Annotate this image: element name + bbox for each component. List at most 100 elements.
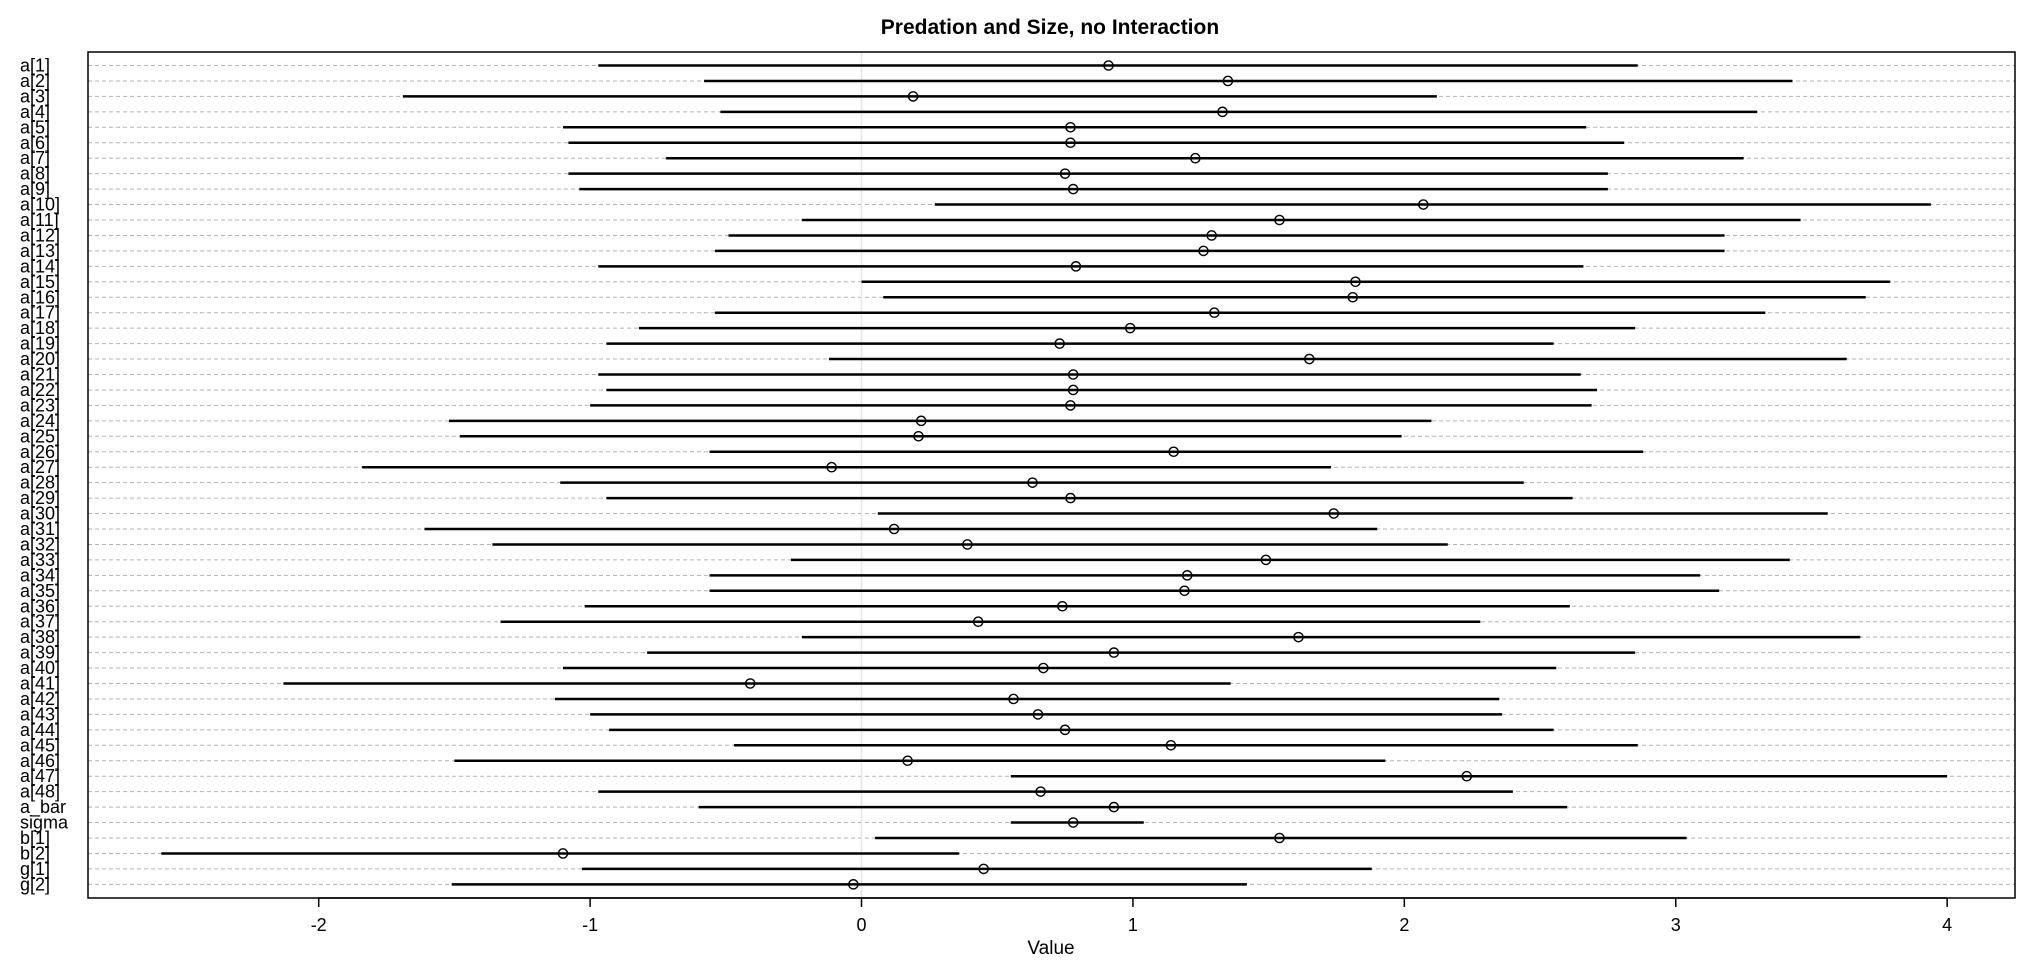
mean-point	[1059, 168, 1071, 179]
mean-point	[1059, 724, 1071, 736]
mean-point	[1209, 307, 1220, 319]
parameter-label: a[7]	[20, 148, 50, 168]
parameter-label: a[37]	[20, 612, 60, 632]
mean-point	[1179, 585, 1190, 597]
parameter-label: a[26]	[20, 442, 60, 462]
mean-point	[1067, 183, 1079, 195]
parameter-label: a[34]	[20, 565, 60, 585]
chart-title: Predation and Size, no Interaction	[881, 16, 1219, 39]
mean-point	[1206, 230, 1217, 241]
parameter-label: a[40]	[20, 658, 60, 678]
parameter-label: a[5]	[20, 117, 50, 137]
parameter-label: a[43]	[20, 704, 60, 724]
parameter-label: a[2]	[20, 71, 50, 91]
mean-point	[915, 415, 927, 427]
parameter-label: a[39]	[20, 643, 60, 663]
parameter-label: a[45]	[20, 735, 60, 755]
mean-point	[1067, 384, 1079, 396]
parameter-label: a[16]	[20, 287, 60, 307]
parameter-label: a[17]	[20, 303, 60, 323]
mean-point	[1065, 492, 1076, 504]
mean-point	[1347, 291, 1359, 303]
parameter-label: a[48]	[20, 782, 60, 802]
mean-point	[1168, 446, 1179, 458]
mean-point	[1065, 122, 1076, 133]
parameter-label: b[1]	[20, 828, 50, 848]
parameter-label: g[2]	[20, 874, 50, 894]
parameter-label: a[20]	[20, 349, 60, 369]
parameter-label: a[47]	[20, 766, 60, 786]
mean-point	[1222, 75, 1234, 87]
parameter-label: a[46]	[20, 751, 60, 771]
mean-point	[1304, 353, 1315, 365]
parameter-label: a[22]	[20, 380, 60, 400]
parameter-label: a[19]	[20, 334, 60, 354]
mean-point	[1328, 508, 1340, 519]
mean-point	[1057, 600, 1068, 612]
parameter-label: a[32]	[20, 534, 60, 554]
mean-point	[1065, 400, 1076, 411]
mean-point	[1190, 152, 1201, 164]
parameter-label: a[36]	[20, 596, 60, 616]
mean-point	[744, 678, 756, 689]
plot-frame	[87, 51, 2016, 899]
parameter-label: a[28]	[20, 473, 60, 493]
mean-point	[1418, 199, 1429, 210]
parameter-label: a[44]	[20, 720, 60, 740]
parameter-label: a[9]	[20, 179, 50, 199]
x-tick-label: 2	[1399, 915, 1409, 935]
parameter-label: a[18]	[20, 318, 60, 338]
mean-point	[1165, 740, 1177, 751]
mean-point	[1198, 245, 1209, 257]
mean-point	[888, 523, 900, 535]
mean-point	[1217, 106, 1228, 118]
x-tick-label: -2	[311, 915, 327, 935]
mean-point	[848, 879, 859, 890]
mean-point	[978, 863, 989, 875]
mean-point	[1054, 338, 1065, 349]
x-tick-label: 1	[1128, 915, 1138, 935]
parameter-label: a[35]	[20, 581, 60, 601]
mean-point	[1065, 137, 1076, 149]
parameter-label: a[24]	[20, 411, 60, 431]
mean-point	[1260, 554, 1272, 566]
mean-point	[1067, 817, 1079, 828]
parameter-label: a[23]	[20, 395, 60, 415]
mean-points	[557, 60, 1473, 890]
parameter-label: a[31]	[20, 519, 60, 539]
mean-point	[557, 848, 569, 859]
parameter-label: a[21]	[20, 365, 60, 385]
x-tick-label: 4	[1942, 915, 1952, 935]
parameter-label: a[1]	[20, 56, 50, 76]
parameter-label: a[3]	[20, 86, 50, 106]
mean-point	[1350, 276, 1361, 288]
mean-point	[1035, 786, 1046, 797]
parameter-label: a[8]	[20, 164, 50, 184]
parameter-label: a[41]	[20, 674, 60, 694]
x-axis: -2 -1 0 1 2 3 4	[311, 897, 1952, 935]
parameter-label: a[12]	[20, 225, 60, 245]
mean-point	[1008, 693, 1019, 705]
mean-point	[907, 91, 919, 102]
interval-lines	[161, 64, 1948, 886]
x-tick-label: 3	[1671, 915, 1681, 935]
mean-point	[1070, 261, 1082, 272]
parameter-label: a[42]	[20, 689, 60, 709]
mean-point	[913, 430, 924, 442]
mean-point	[972, 616, 984, 628]
x-tick-label: 0	[857, 915, 867, 935]
parameter-label: a_bar	[20, 797, 66, 818]
parameter-label: a[6]	[20, 133, 50, 153]
parameter-label: g[1]	[20, 859, 50, 879]
mean-point	[1181, 570, 1193, 581]
mean-point	[1038, 662, 1049, 674]
mean-point	[1067, 369, 1079, 380]
parameter-label: a[14]	[20, 256, 60, 276]
x-tick-label: -1	[582, 915, 598, 935]
mean-point	[1293, 631, 1304, 643]
mean-point	[1103, 60, 1114, 71]
mean-point	[1108, 647, 1120, 658]
parameter-labels: a[1]a[2]a[3]a[4]a[5]a[6]a[7]a[8]a[9]a[10…	[20, 56, 69, 895]
parameter-label: a[4]	[20, 102, 50, 122]
